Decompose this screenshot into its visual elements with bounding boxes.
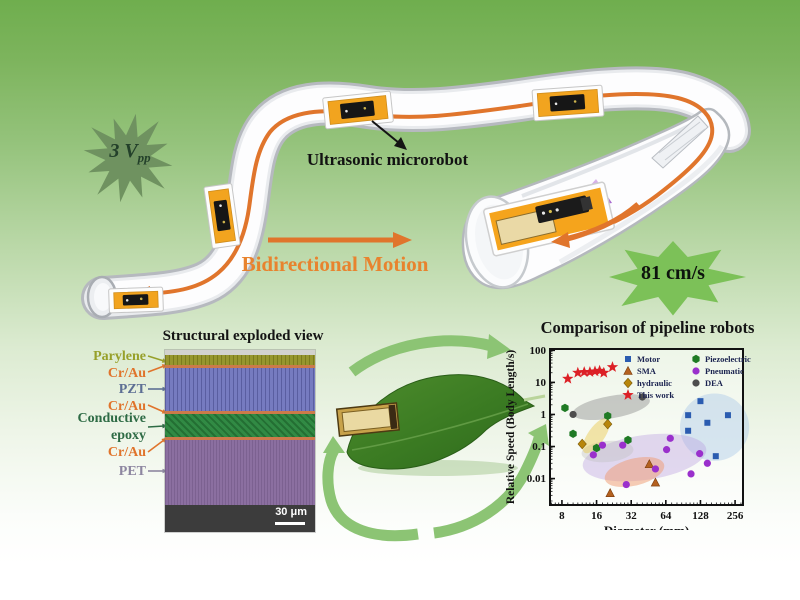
scale-bar [275, 522, 305, 525]
cycle-arrows [322, 334, 549, 542]
tube-microrobot [322, 90, 394, 130]
series-hydraulic [577, 418, 613, 450]
svg-text:1: 1 [541, 409, 547, 421]
microrobot-closeup [483, 181, 615, 257]
series-this-work [562, 361, 619, 384]
voltage-subscript: pp [137, 150, 151, 165]
sem-section-title: Structural exploded view [162, 328, 324, 344]
sem-cross-section: 30 μm [165, 350, 315, 532]
svg-text:16: 16 [591, 510, 603, 522]
bidirectional-arrow [268, 232, 412, 248]
legend-label: Motor [637, 354, 660, 364]
series-dea [569, 393, 646, 419]
leaf-microrobot [335, 402, 401, 437]
sem-layer-crau-3 [165, 437, 315, 440]
svg-text:8: 8 [559, 510, 565, 522]
series-pneumatic [589, 434, 711, 489]
cycle-arrowhead-top [487, 334, 511, 359]
sem-layer-substrate-top [165, 350, 315, 355]
legend-label: Pneumatic [705, 366, 744, 376]
tube-microrobot [108, 286, 164, 314]
x-axis-label: Diameter (mm) [604, 523, 689, 530]
legend-label: DEA [705, 378, 724, 388]
series-sma [605, 459, 661, 498]
series-piezoelectric [561, 403, 632, 453]
chart-section-title: Comparison of pipeline robots [540, 318, 755, 337]
scale-bar-label: 30 μm [275, 506, 307, 518]
cycle-arrowhead-right [528, 424, 549, 446]
tube-microrobot [531, 84, 605, 122]
sem-label-cr-au: Cr/Au [107, 366, 146, 381]
microrobot-annotation-arrow [371, 120, 407, 150]
sem-label-pet: PET [118, 464, 146, 479]
svg-text:128: 128 [692, 510, 709, 522]
sem-layer-crau-2 [165, 411, 315, 414]
sem-layer-pzt [165, 368, 315, 411]
sem-label-cr-au: Cr/Au [107, 445, 146, 460]
plot-frame [549, 348, 744, 506]
sem-label-cr-au: Cr/Au [107, 399, 146, 414]
speed-badge-label: 81 cm/s [641, 262, 705, 284]
cluster-ellipse [582, 417, 610, 454]
speed-starburst [609, 241, 746, 316]
tube-microrobot [203, 183, 241, 249]
voltage-value: 3 V [109, 140, 138, 162]
sem-label-parylene: Parylene [93, 349, 146, 364]
svg-text:0.01: 0.01 [527, 473, 546, 485]
legend-label: SMA [637, 366, 657, 376]
sem-label-pzt: PZT [118, 382, 146, 397]
comparison-chart: 8 16 32 64 128 256 100 10 1 0.1 0.01 Diameter (mm) R… [505, 345, 751, 530]
axis-ticks [550, 349, 742, 505]
bidirectional-motion-label: Bidirectional Motion [241, 252, 429, 276]
svg-text:100: 100 [530, 345, 547, 357]
legend-label: hydraulic [637, 378, 672, 388]
svg-text:256: 256 [727, 510, 744, 522]
sem-layer-base [165, 505, 315, 532]
voltage-label: 3 Vpp [85, 140, 175, 165]
cycle-arrowhead-left [323, 436, 345, 453]
legend-label: This work [637, 390, 674, 400]
microrobot-callout-label: Ultrasonic microrobot [306, 150, 469, 169]
cluster-ellipse [572, 394, 650, 421]
series-motor [685, 398, 731, 460]
cluster-ellipse [680, 393, 750, 461]
svg-text:0.1: 0.1 [532, 441, 546, 453]
legend-label: Piezoelectric [705, 354, 751, 364]
sem-layer-conductive-epoxy [165, 414, 315, 437]
sem-label-conductive-epoxy: Conductive epoxy [77, 411, 146, 443]
svg-text:10: 10 [535, 377, 547, 389]
crimped-tube-end [651, 115, 709, 169]
sem-layer-crau-1 [165, 365, 315, 368]
sem-layer-parylene [165, 355, 315, 365]
robot-motion-arrow [551, 202, 640, 248]
chart-legend: Motor SMA hydraulic This work Piezoelectric P… [622, 354, 751, 400]
axis-tick-labels: 8 16 32 64 128 256 100 10 1 0.1 0.01 [527, 345, 744, 522]
sem-layer-pet [165, 440, 315, 505]
leaf [335, 374, 546, 476]
svg-text:32: 32 [626, 510, 638, 522]
y-axis-label: Relative Speed (Body Length/s) [505, 350, 517, 504]
voltage-starburst [83, 113, 173, 203]
svg-text:64: 64 [660, 510, 672, 522]
